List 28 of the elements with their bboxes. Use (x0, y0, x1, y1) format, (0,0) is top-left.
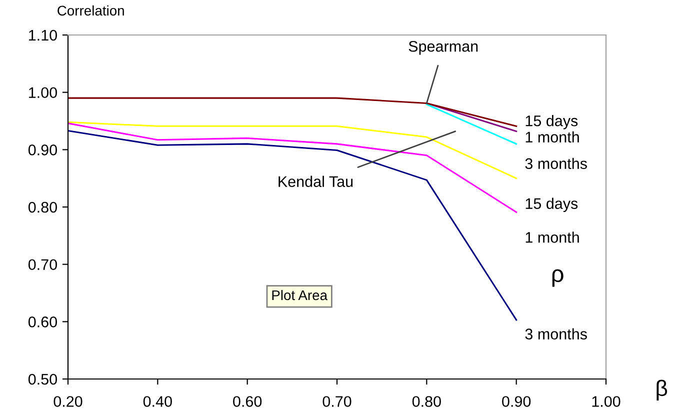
line-series (68, 130, 518, 321)
series-label: 3 months (525, 158, 587, 170)
x-tick-label: 0.90 (502, 396, 531, 407)
y-tick-label: 1.10 (29, 30, 57, 41)
annotation: Kendal Tau (278, 176, 353, 188)
line-series (68, 122, 518, 213)
y-tick-label: 0.90 (28, 144, 57, 156)
x-tick-label: 1.00 (592, 396, 620, 407)
y-tick-label: 0.50 (28, 374, 57, 385)
series-label: 15 days (526, 198, 578, 212)
annotation: Spearman (408, 40, 478, 55)
series-label: 3 months (525, 328, 587, 340)
annotation: ρ (552, 269, 564, 287)
series-label: 1 month (526, 232, 579, 243)
y-tick-label: 1.00 (29, 87, 57, 98)
x-tick-label: 0.80 (412, 396, 441, 407)
x-tick-label: 0.40 (143, 396, 172, 407)
x-axis-title: β (656, 380, 668, 400)
y-tick-label: 0.70 (28, 259, 57, 270)
x-tick-label: 0.70 (322, 396, 352, 407)
y-tick-label: 0.80 (28, 202, 57, 213)
x-tick-label: 0.20 (54, 396, 82, 407)
series-label: 1 month (526, 131, 579, 143)
y-axis-title: Correlation (58, 5, 124, 16)
x-tick-label: 0.60 (233, 396, 262, 407)
y-tick-label: 0.60 (28, 316, 57, 328)
annotation: Plot Area (272, 290, 328, 300)
series-label: 15 days (526, 115, 578, 130)
